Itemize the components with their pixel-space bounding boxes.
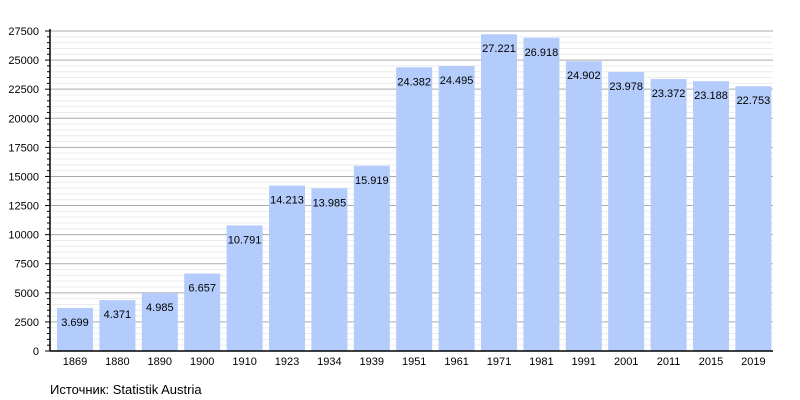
y-tick-label: 20000 xyxy=(8,113,39,125)
bar xyxy=(226,225,263,351)
x-tick-label: 1961 xyxy=(444,356,468,368)
x-tick-label: 2015 xyxy=(699,356,723,368)
x-tick-label: 1971 xyxy=(487,356,511,368)
bar xyxy=(693,81,729,352)
x-tick-label: 2019 xyxy=(741,356,765,368)
x-tick-label: 1981 xyxy=(529,356,553,368)
y-tick-label: 15000 xyxy=(8,171,39,183)
y-tick-label: 12500 xyxy=(8,201,39,213)
x-tick-label: 1910 xyxy=(232,356,256,368)
y-tick-label: 17500 xyxy=(8,142,39,154)
bar-value-label: 23.188 xyxy=(694,90,728,102)
bar xyxy=(141,292,178,351)
bar xyxy=(269,185,305,351)
bar xyxy=(438,65,475,351)
bar-value-label: 4.985 xyxy=(146,302,174,314)
bar-value-label: 3.699 xyxy=(61,317,89,329)
x-tick-label: 1991 xyxy=(572,356,596,368)
source-note: Источник: Statistik Austria xyxy=(50,382,202,397)
x-tick-label: 2001 xyxy=(614,356,638,368)
x-tick-label: 1934 xyxy=(317,356,341,368)
y-tick-label: 0 xyxy=(33,346,39,358)
bar-value-label: 24.495 xyxy=(440,75,474,87)
y-tick-label: 27500 xyxy=(8,26,39,38)
y-tick-label: 7500 xyxy=(15,259,39,271)
bar-value-label: 10.791 xyxy=(228,234,262,246)
y-tick-label: 10000 xyxy=(8,230,39,242)
bar-value-label: 24.382 xyxy=(397,76,431,88)
bar-value-label: 22.753 xyxy=(737,95,771,107)
y-tick-label: 25000 xyxy=(8,55,39,67)
bar-value-label: 13.985 xyxy=(313,197,347,209)
x-tick-label: 1890 xyxy=(148,356,172,368)
bar-value-label: 26.918 xyxy=(525,47,559,59)
bar-value-label: 23.372 xyxy=(652,88,686,100)
bar xyxy=(735,86,772,351)
x-tick-label: 1900 xyxy=(190,356,214,368)
bar-value-label: 6.657 xyxy=(188,283,216,295)
bar xyxy=(608,71,645,351)
x-tick-label: 1939 xyxy=(360,356,384,368)
bar xyxy=(650,79,687,351)
x-tick-label: 1951 xyxy=(402,356,426,368)
bar xyxy=(523,37,560,351)
bar-value-label: 15.919 xyxy=(355,175,389,187)
bar-value-label: 4.371 xyxy=(104,309,132,321)
bar-value-label: 24.902 xyxy=(567,70,601,82)
x-tick-label: 1880 xyxy=(105,356,129,368)
bar xyxy=(565,61,602,352)
bar xyxy=(396,67,433,352)
bar xyxy=(57,307,93,351)
bar xyxy=(184,273,221,351)
bar-value-label: 23.978 xyxy=(609,81,643,93)
bar xyxy=(353,165,390,351)
bar-value-label: 14.213 xyxy=(270,195,304,207)
x-tick-label: 1869 xyxy=(63,356,87,368)
bar xyxy=(481,34,517,351)
y-tick-label: 22500 xyxy=(8,84,39,96)
x-tick-label: 1923 xyxy=(275,356,299,368)
bar xyxy=(311,188,348,351)
x-tick-label: 2011 xyxy=(657,356,681,368)
y-tick-label: 5000 xyxy=(15,288,39,300)
bar-value-label: 27.221 xyxy=(482,43,516,55)
y-tick-label: 2500 xyxy=(15,317,39,329)
bar xyxy=(99,300,136,351)
